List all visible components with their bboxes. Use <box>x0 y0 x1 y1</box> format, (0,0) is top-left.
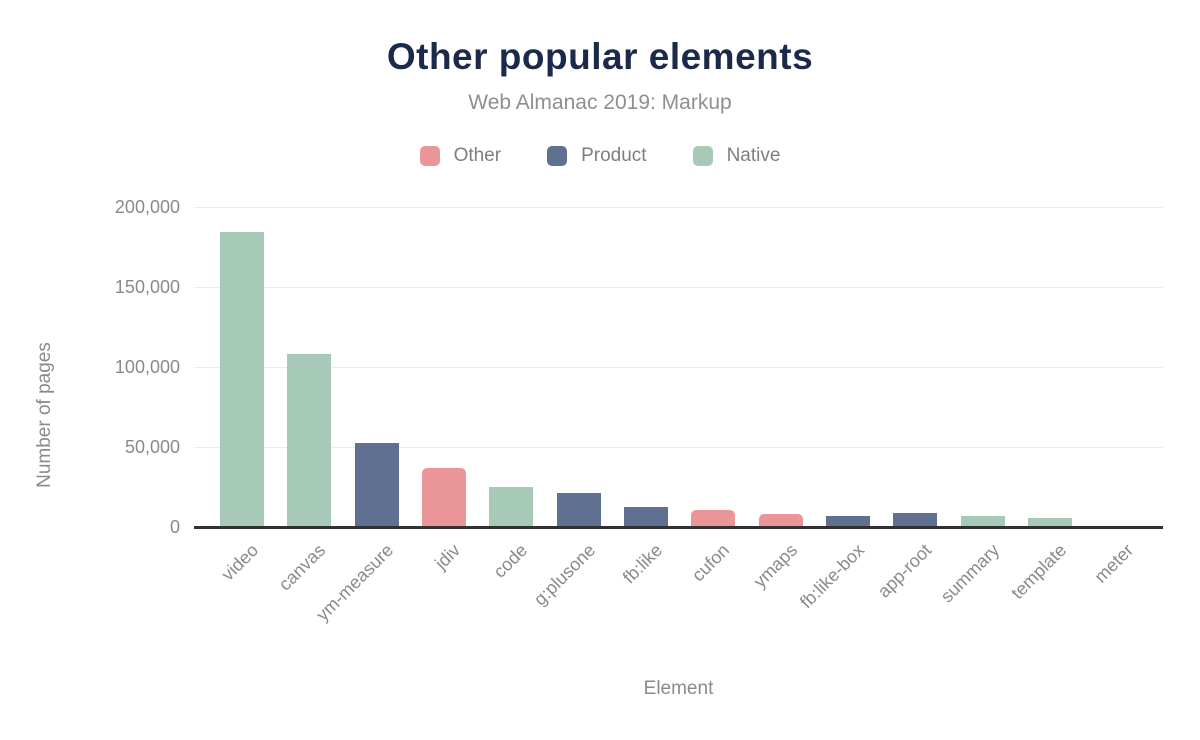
legend-swatch-native <box>692 146 713 166</box>
bar-ym-measure <box>355 443 399 527</box>
y-tick-label: 100,000 <box>114 357 180 377</box>
y-tick-label: 50,000 <box>124 437 180 457</box>
bar-jdiv <box>422 468 466 527</box>
chart-subtitle: Web Almanac 2019: Markup <box>468 91 732 114</box>
gridline <box>194 367 1163 368</box>
legend-swatch-other <box>419 146 440 166</box>
x-tick-label-text: fb:like-box <box>795 540 869 613</box>
legend-item-product: Product <box>547 145 647 167</box>
gridline <box>194 287 1163 288</box>
x-tick-label-text: ymaps <box>749 540 802 592</box>
plot-area: 200,000 150,000 100,000 50,000 0 video canvas y… <box>115 197 1163 625</box>
x-tick-label-text: jdiv <box>430 540 465 574</box>
legend-item-other: Other <box>419 145 502 167</box>
x-tick-label-text: video <box>217 540 263 585</box>
legend-label-other: Other <box>453 145 502 166</box>
bar-code <box>489 487 533 527</box>
legend: Other Product Native <box>0 145 1200 167</box>
x-tick-label-text: cufon <box>687 540 734 586</box>
chart-title: Other popular elements <box>386 36 814 77</box>
bar-cufon <box>691 510 735 527</box>
gridline <box>194 207 1163 208</box>
x-axis-line <box>194 526 1163 529</box>
y-tick-label: 0 <box>169 517 180 537</box>
x-axis-title: Element <box>643 678 714 699</box>
bar-video <box>220 232 264 527</box>
x-tick-label-text: code <box>489 540 532 582</box>
bar-ymaps <box>759 514 803 527</box>
x-tick-label-text: template <box>1007 540 1071 603</box>
x-tick-label-text: fb:like <box>618 540 667 588</box>
bar-template <box>1028 518 1072 527</box>
bar-fb-like-box <box>826 516 870 527</box>
gridline <box>194 447 1163 448</box>
x-tick-label-text: app-root <box>873 540 936 602</box>
bar-fb-like <box>624 507 668 527</box>
x-tick-label-text: summary <box>936 540 1004 607</box>
legend-swatch-product <box>547 146 568 166</box>
bar-summary <box>961 516 1005 527</box>
y-tick-label: 200,000 <box>114 197 180 217</box>
bar-g-plusone <box>557 493 601 527</box>
bar-app-root <box>893 513 937 527</box>
legend-item-native: Native <box>692 145 781 167</box>
legend-label-native: Native <box>726 145 781 166</box>
y-tick-label: 150,000 <box>114 277 180 297</box>
x-tick-label-text: meter <box>1090 540 1138 587</box>
legend-label-product: Product <box>581 145 647 166</box>
bar-canvas <box>287 354 331 527</box>
x-tick-label-text: canvas <box>274 540 330 595</box>
x-tick-label-text: g:plusone <box>529 540 600 610</box>
